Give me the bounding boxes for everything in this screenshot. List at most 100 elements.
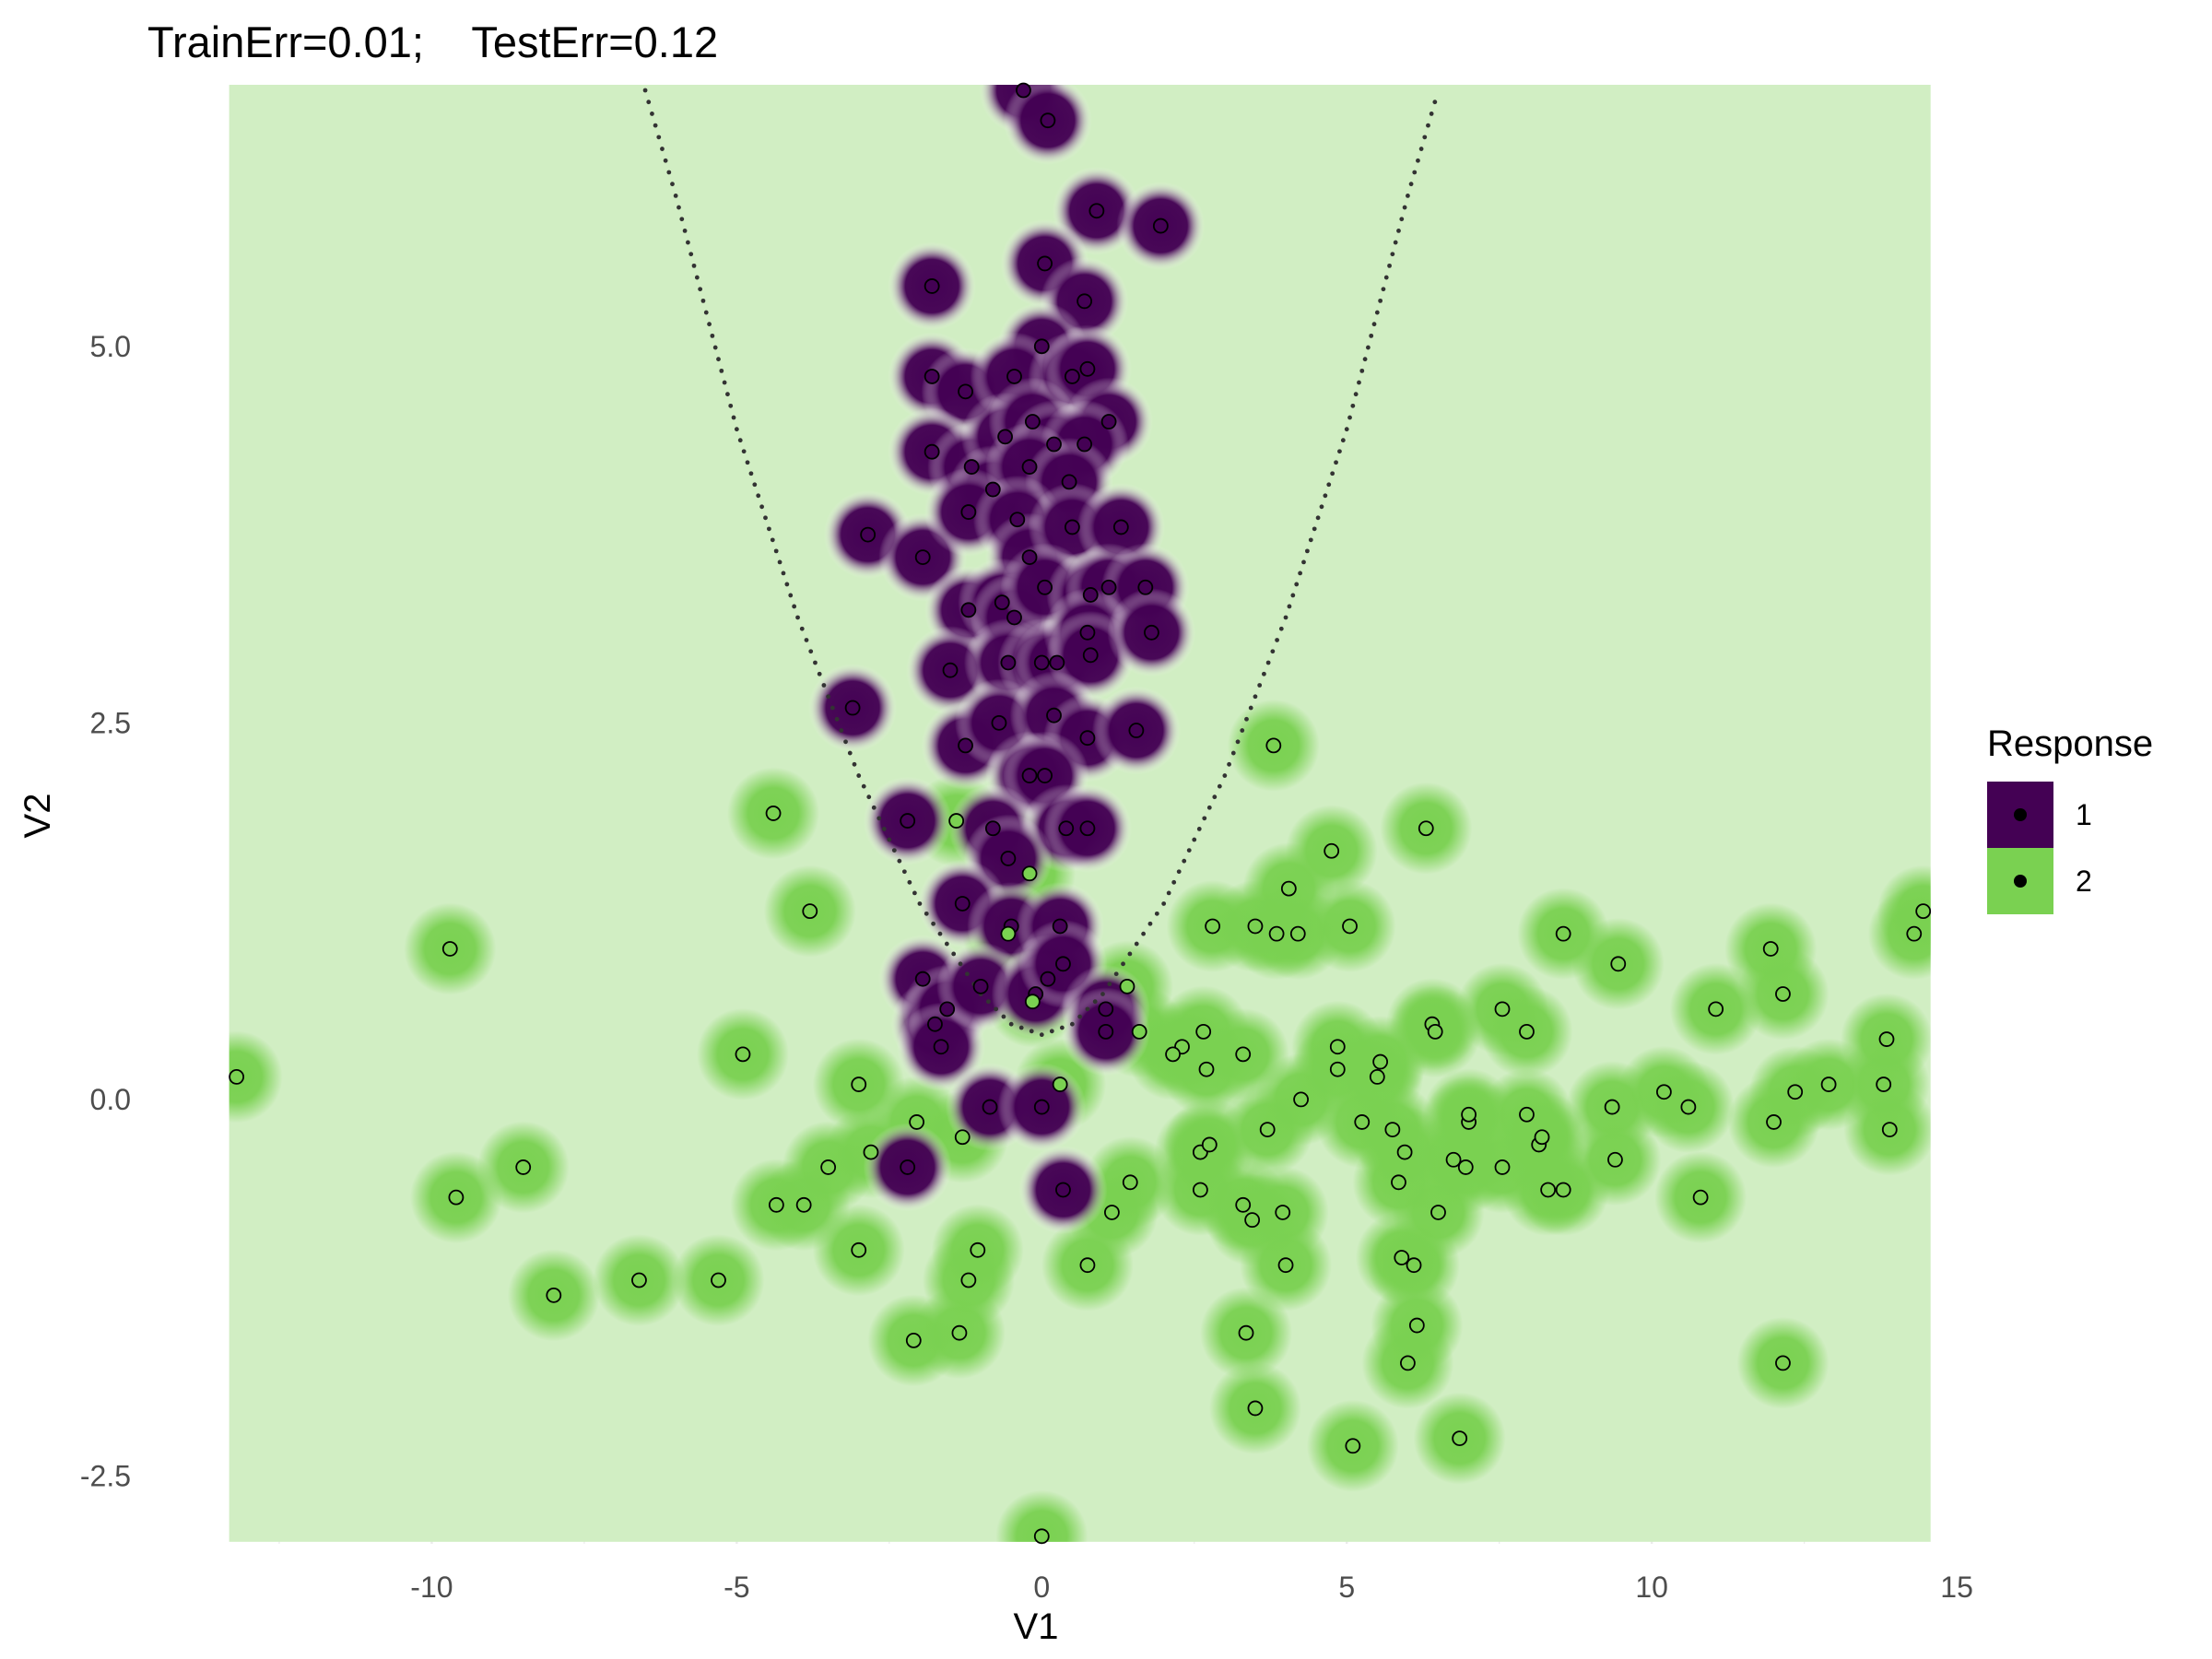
boundary-dot (1432, 100, 1438, 105)
data-point-class-1 (958, 737, 973, 754)
class-2-region (229, 699, 1931, 1542)
bayes-boundary (642, 88, 1438, 1038)
data-point-class-2 (1329, 1061, 1346, 1077)
boundary-dot (1298, 571, 1303, 576)
boundary-dot (1186, 848, 1192, 853)
data-point-class-2 (1396, 1144, 1413, 1160)
data-point-class-2 (1519, 1023, 1535, 1040)
data-point-class-2 (448, 1189, 465, 1206)
data-point-class-2 (851, 1077, 867, 1092)
data-point-class-1 (860, 526, 877, 543)
boundary-dot (821, 683, 827, 688)
data-point-class-1 (984, 820, 1001, 837)
boundary-dot (1265, 660, 1271, 665)
data-point-class-1 (914, 971, 931, 987)
legend-point (2014, 875, 2027, 888)
data-point-class-2 (795, 1196, 812, 1213)
boundary-dot (781, 571, 786, 576)
chart-title: TrainErr=0.01; TestErr=0.12 (147, 18, 718, 66)
boundary-dot (670, 182, 675, 187)
data-point-class-2 (1293, 1091, 1309, 1108)
boundary-dot (1147, 921, 1153, 926)
boundary-dot (1319, 504, 1324, 510)
data-point-class-2 (1604, 1099, 1620, 1115)
data-point-class-2 (1079, 1257, 1096, 1274)
boundary-dot (694, 275, 700, 280)
boundary-dot (656, 135, 662, 140)
boundary-dot (663, 158, 668, 163)
boundary-dot (1353, 392, 1359, 397)
boundary-dot (773, 548, 779, 554)
data-point-class-1 (914, 549, 931, 566)
data-point-class-2 (1119, 978, 1135, 994)
boundary-dot (700, 298, 706, 303)
x-axis: -10 -5 0 5 10 15 (410, 1571, 1973, 1604)
data-point-class-1 (1024, 414, 1041, 429)
data-point-class-1 (997, 429, 1013, 445)
data-point-class-2 (1820, 1077, 1837, 1092)
data-point-class-2 (1766, 1114, 1782, 1130)
x-tick-label: 15 (1940, 1571, 1973, 1604)
boundary-dot (1039, 1032, 1044, 1038)
data-point-class-1 (1082, 647, 1099, 664)
boundary-dot (691, 263, 697, 268)
boundary-dot (1059, 1025, 1065, 1030)
data-point-class-2 (970, 1241, 986, 1258)
boundary-dot (937, 931, 943, 936)
data-point-class-1 (1064, 369, 1080, 384)
data-point-class-1 (1098, 1023, 1114, 1040)
boundary-dot (808, 649, 814, 654)
boundary-dot (1235, 739, 1241, 745)
boundary-dot (813, 660, 818, 665)
data-point-class-2 (1394, 1250, 1410, 1265)
data-point-class-2 (1342, 918, 1358, 935)
data-point-class-1 (1000, 654, 1017, 671)
data-point-class-1 (1049, 654, 1065, 671)
boundary-dot (1359, 368, 1365, 373)
data-point-class-2 (1165, 1046, 1181, 1063)
boundary-dot (741, 449, 747, 454)
boundary-dot (759, 504, 765, 510)
data-point-class-2 (1122, 1174, 1138, 1191)
data-point-class-2 (863, 1144, 879, 1160)
boundary-dot (1412, 170, 1418, 175)
boundary-dot (1217, 783, 1222, 789)
boundary-dot (1315, 515, 1321, 521)
boundary-dot (826, 694, 831, 700)
data-point-class-1 (1112, 519, 1129, 535)
boundary-dot (901, 869, 907, 875)
data-point-class-2 (1033, 1528, 1050, 1545)
boundary-dot (770, 537, 775, 543)
data-point-class-1 (1037, 579, 1053, 595)
data-point-class-2 (765, 806, 782, 821)
boundary-dot (1049, 1029, 1054, 1034)
boundary-dot (951, 951, 957, 957)
data-point-class-1 (1077, 436, 1093, 453)
data-point-class-1 (960, 504, 977, 520)
boundary-dot (763, 515, 768, 521)
data-point-class-2 (1555, 1182, 1571, 1198)
boundary-dot (1092, 999, 1098, 1005)
data-point-class-2 (820, 1159, 837, 1175)
boundary-dot (887, 837, 892, 842)
data-point-class-2 (905, 1332, 922, 1348)
boundary-dot (719, 368, 724, 373)
data-point-class-1 (972, 978, 989, 994)
boundary-dot (907, 879, 912, 885)
data-point-class-1 (844, 700, 861, 716)
boundary-dot (722, 380, 727, 385)
y-axis-title: V2 (18, 794, 58, 839)
data-point-class-1 (1064, 519, 1080, 535)
data-point-class-1 (1082, 587, 1099, 603)
boundary-dot (866, 794, 872, 800)
boundary-dot (1134, 941, 1139, 947)
data-point-class-2 (1195, 1023, 1212, 1040)
data-point-class-2 (1259, 1122, 1276, 1137)
data-point-class-2 (1692, 1189, 1709, 1206)
data-point-class-2 (1238, 1324, 1254, 1341)
data-point-class-1 (1055, 1182, 1071, 1198)
y-tick-label: 0.0 (90, 1083, 131, 1116)
boundary-dot (1001, 1014, 1006, 1019)
boundary-dot (1399, 217, 1405, 222)
data-point-class-2 (1680, 1099, 1697, 1115)
